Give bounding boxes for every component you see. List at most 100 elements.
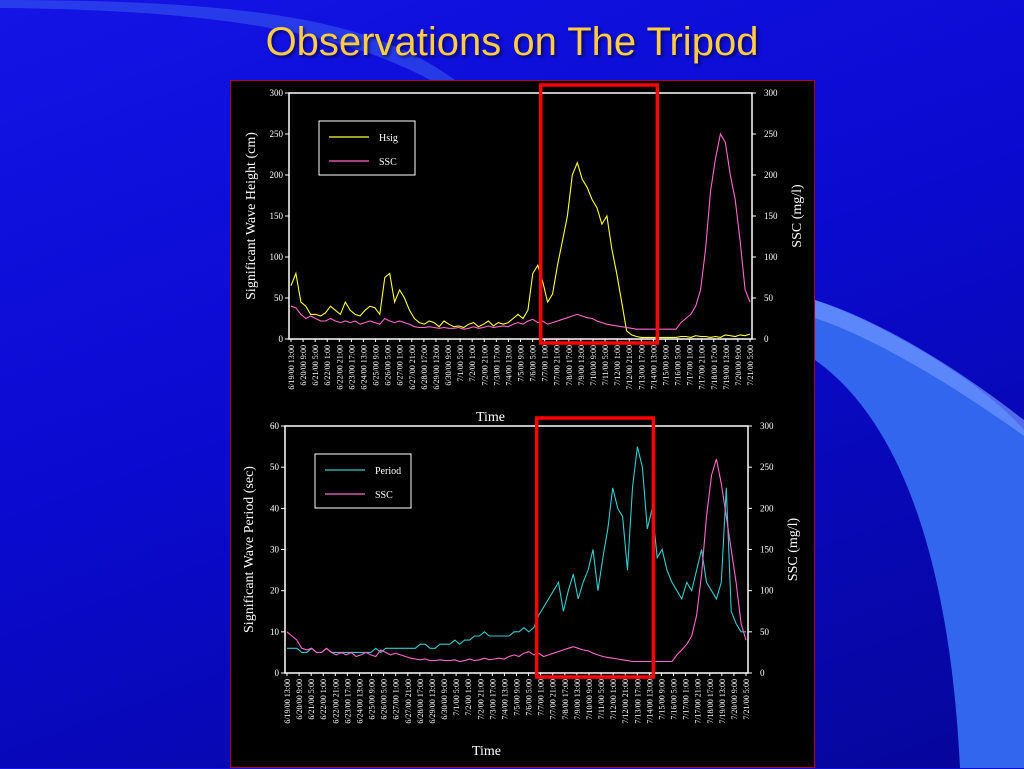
legend-box [314, 453, 412, 509]
y-tick-label: 10 [270, 627, 280, 637]
y-tick-label: 0 [279, 334, 284, 344]
y2-tick-label: 100 [760, 586, 774, 596]
y-axis-title: Significant Wave Period (sec) [242, 466, 257, 633]
series-line-hsig [290, 161, 751, 338]
x-tick-label: 7/18/00 17:00 [710, 345, 719, 390]
x-tick-label: 7/3/00 17:00 [492, 345, 501, 386]
x-tick-label: 6/22/00 1:00 [323, 345, 332, 386]
x-tick-label: 7/19/00 13:00 [722, 345, 731, 390]
highlight-box [534, 416, 656, 679]
x-tick-label: 7/2/00 1:00 [468, 345, 477, 382]
x-tick-label: 6/30/00 9:00 [444, 345, 453, 386]
x-axis-title: Time [476, 410, 505, 425]
x-tick-label: 7/4/00 13:00 [500, 679, 509, 720]
y2-tick-label: 250 [764, 129, 778, 139]
y2-tick-label: 300 [764, 88, 778, 98]
x-tick-label: 7/16/00 5:00 [670, 679, 679, 720]
x-tick-label: 6/23/00 17:00 [347, 345, 356, 390]
y2-tick-label: 200 [760, 503, 774, 513]
x-tick-label: 6/29/00 13:00 [432, 345, 441, 390]
y-tick-label: 200 [270, 170, 284, 180]
x-tick-label: 6/27/00 21:00 [408, 345, 417, 390]
series-line-period [287, 446, 746, 654]
x-tick-label: 7/21/00 5:00 [742, 679, 751, 720]
y-tick-label: 50 [274, 293, 284, 303]
y2-tick-label: 0 [760, 668, 765, 678]
x-tick-label: 7/12/00 21:00 [625, 345, 634, 390]
x-tick-label: 6/29/00 13:00 [428, 679, 437, 724]
y-tick-label: 20 [270, 586, 280, 596]
x-tick-label: 6/26/00 5:00 [380, 679, 389, 720]
x-tick-label: 7/18/00 17:00 [706, 679, 715, 724]
y-tick-label: 300 [270, 88, 284, 98]
x-tick-label: 7/17/00 21:00 [694, 679, 703, 724]
x-tick-label: 6/28/00 17:00 [416, 679, 425, 724]
x-tick-label: 7/6/00 5:00 [529, 345, 538, 382]
legend-label: Hsig [379, 133, 398, 144]
x-tick-label: 7/10/00 9:00 [585, 679, 594, 720]
y2-tick-label: 150 [764, 211, 778, 221]
x-tick-label: 7/15/00 9:00 [657, 679, 666, 720]
y2-tick-label: 300 [760, 421, 774, 431]
chart-1 [285, 83, 756, 345]
x-tick-label: 7/3/00 17:00 [488, 679, 497, 720]
x-tick-label: 6/21/00 5:00 [311, 345, 320, 386]
x-tick-label: 7/9/00 13:00 [573, 679, 582, 720]
x-tick-label: 7/1/00 5:00 [452, 679, 461, 716]
x-tick-label: 6/22/00 1:00 [319, 679, 328, 720]
y2-tick-label: 100 [764, 252, 778, 262]
x-tick-label: 7/5/00 9:00 [517, 345, 526, 382]
y2-tick-label: 200 [764, 170, 778, 180]
x-tick-label: 6/30/00 9:00 [440, 679, 449, 720]
x-tick-label: 7/8/00 17:00 [561, 679, 570, 720]
x-tick-label: 7/2/00 1:00 [464, 679, 473, 716]
x-tick-label: 7/11/00 5:00 [601, 345, 610, 385]
x-tick-label: 7/2/00 21:00 [480, 345, 489, 386]
legend-label: SSC [375, 490, 393, 501]
chart-2 [281, 416, 752, 679]
y2-tick-label: 150 [760, 545, 774, 555]
y-tick-label: 150 [270, 211, 284, 221]
x-tick-label: 7/17/00 21:00 [698, 345, 707, 390]
x-tick-label: 6/20/00 9:00 [295, 679, 304, 720]
x-tick-label: 7/12/00 1:00 [613, 345, 622, 386]
x-tick-label: 7/14/00 13:00 [645, 679, 654, 724]
y2-tick-label: 50 [764, 293, 774, 303]
x-tick-label: 6/19/00 13:00 [287, 345, 296, 390]
highlight-box [538, 83, 660, 345]
figure-panel: 0 50 100 150 200 250 300 0 50 100 150 200 250 300 6/19… [230, 80, 815, 768]
y-tick-label: 60 [270, 421, 280, 431]
x-tick-label: 7/7/00 21:00 [549, 679, 558, 720]
y-axis-title: Significant Wave Height (cm) [244, 132, 259, 300]
y-tick-label: 50 [270, 462, 280, 472]
slide-title: Observations on The Tripod [265, 20, 759, 64]
x-tick-label: 6/23/00 17:00 [343, 679, 352, 724]
x-tick-label: 7/16/00 5:00 [674, 345, 683, 386]
y-tick-label: 30 [270, 545, 280, 555]
x-tick-label: 7/8/00 17:00 [565, 345, 574, 386]
y-tick-label: 0 [275, 668, 280, 678]
x-tick-label: 7/2/00 21:00 [476, 679, 485, 720]
x-tick-label: 6/27/00 1:00 [396, 345, 405, 386]
y-tick-label: 40 [270, 503, 280, 513]
x-tick-label: 7/11/00 5:00 [597, 679, 606, 719]
x-tick-label: 7/5/00 9:00 [513, 679, 522, 716]
x-tick-label: 6/19/00 13:00 [283, 679, 292, 724]
y2-axis-title: SSC (mg/l) [790, 184, 805, 248]
y2-tick-label: 250 [760, 462, 774, 472]
x-tick-label: 7/21/00 5:00 [746, 345, 755, 386]
x-tick-label: 7/10/00 9:00 [589, 345, 598, 386]
x-tick-label: 6/21/00 5:00 [307, 679, 316, 720]
x-tick-label: 6/25/00 9:00 [368, 679, 377, 720]
x-tick-label: 6/27/00 21:00 [404, 679, 413, 724]
x-tick-label: 7/1/00 5:00 [456, 345, 465, 382]
legend-box [318, 120, 416, 176]
tripod-charts: 0501001502002503000501001502002503006/19… [242, 83, 805, 759]
series-line-ssc [286, 458, 747, 663]
x-tick-label: 7/17/00 1:00 [682, 679, 691, 720]
legend-label: SSC [379, 157, 397, 168]
x-tick-label: 7/14/00 13:00 [649, 345, 658, 390]
x-tick-label: 6/22/00 21:00 [331, 679, 340, 724]
x-tick-label: 7/7/00 1:00 [537, 679, 546, 716]
